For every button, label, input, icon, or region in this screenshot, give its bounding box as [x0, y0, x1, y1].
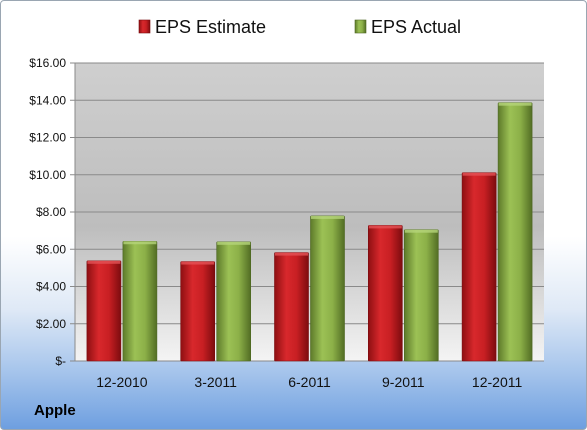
bar-top-highlight — [404, 229, 438, 233]
bar-top-highlight — [217, 241, 251, 245]
bar-eps-actual — [122, 240, 158, 362]
y-tick-label: $8.00 — [36, 205, 66, 219]
y-tick-label: $10.00 — [29, 168, 66, 182]
y-tick-label: $- — [55, 354, 66, 368]
bar-top-highlight — [123, 241, 157, 245]
bar-top-highlight — [87, 260, 121, 264]
bar-eps-estimate — [274, 252, 309, 362]
y-tick-label: $2.00 — [36, 317, 66, 331]
bar-eps-estimate — [367, 225, 403, 362]
bar-top-highlight — [368, 225, 402, 229]
bar-eps-actual — [216, 241, 251, 362]
bar-eps-actual — [497, 102, 533, 362]
bar-eps-estimate — [86, 260, 122, 362]
bar-top-highlight — [275, 252, 308, 256]
y-tick-label: $12.00 — [29, 131, 66, 145]
legend: EPS Estimate EPS Actual — [138, 17, 461, 37]
x-tick-label: 12-2011 — [472, 374, 523, 390]
y-tick-label: $16.00 — [29, 56, 66, 70]
bar-top-highlight — [181, 261, 215, 265]
plot-area: $- $2.00 $4.00 $6.00 $8.00 $10.00 $12.00 $14.00… — [29, 56, 544, 390]
legend-swatch-actual — [354, 19, 367, 34]
y-tick-label: $4.00 — [36, 280, 66, 294]
company-label: Apple — [34, 402, 76, 419]
bar-top-highlight — [462, 172, 496, 176]
bar-eps-estimate — [461, 172, 497, 362]
bar-eps-actual — [403, 229, 439, 362]
legend-label: EPS Estimate — [155, 17, 266, 37]
bar-eps-estimate — [180, 261, 215, 362]
bar-top-highlight — [311, 215, 344, 219]
x-tick-label: 12-2010 — [96, 374, 148, 390]
y-tick-label: $14.00 — [29, 93, 66, 107]
x-tick-label: 9-2011 — [382, 374, 425, 390]
bar-top-highlight — [498, 102, 532, 106]
bar-eps-actual — [310, 215, 345, 362]
legend-swatch-estimate — [138, 19, 151, 34]
x-tick-label: 6-2011 — [288, 374, 331, 390]
x-tick-label: 3-2011 — [194, 374, 237, 390]
y-tick-label: $6.00 — [36, 242, 66, 256]
legend-label: EPS Actual — [371, 17, 461, 37]
